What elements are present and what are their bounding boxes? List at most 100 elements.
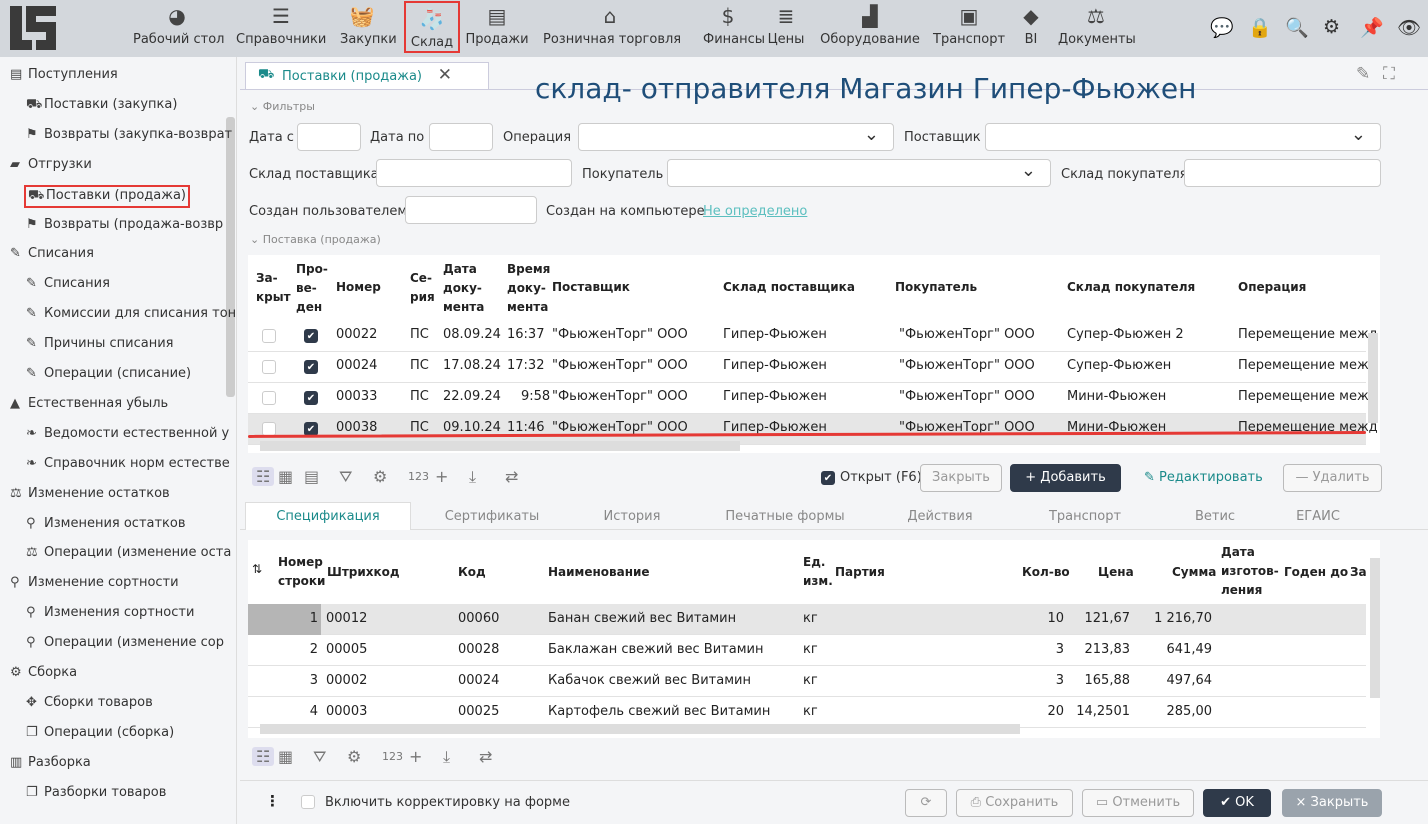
subtab[interactable]: Сертификаты	[444, 509, 540, 524]
column-header[interactable]: Код	[458, 565, 486, 579]
table-row[interactable]: ✔ 00024 ПС 17.08.24 17:32 "ФьюженТорг" ООО Гип…	[248, 352, 1378, 383]
sidebar-item[interactable]: ❧ Справочник норм естестве	[26, 456, 230, 471]
column-header[interactable]: Ед. изм.	[803, 555, 833, 588]
sidebar-item[interactable]: ▥ Разборка	[10, 755, 91, 770]
more-menu-icon[interactable]: ⋮	[265, 792, 280, 810]
closed-checkbox[interactable]	[262, 329, 276, 343]
sidebar-item[interactable]: ⚙ Сборка	[10, 665, 77, 680]
nav-11[interactable]: ⚖ Документы	[1058, 0, 1136, 57]
column-header[interactable]: Поставщик	[552, 280, 630, 294]
column-header[interactable]: Цена	[1098, 565, 1134, 579]
list-icon[interactable]: ☷	[252, 747, 275, 766]
column-header[interactable]: Номер	[336, 280, 381, 294]
plus-icon[interactable]: +	[435, 467, 449, 486]
table-icon[interactable]: ▦	[278, 747, 294, 766]
column-header[interactable]: Сумма	[1172, 565, 1217, 579]
sync-icon[interactable]: ⇄	[479, 747, 493, 766]
created-by-input[interactable]	[405, 196, 537, 224]
sidebar-item[interactable]: ✎ Причины списания	[26, 336, 173, 351]
subtab[interactable]: Печатные формы	[725, 509, 845, 524]
sidebar-item[interactable]: ❐ Разборки товаров	[26, 785, 166, 800]
subtab[interactable]: Спецификация	[245, 502, 411, 530]
posted-checkbox[interactable]: ✔	[304, 360, 318, 374]
save-button[interactable]: ⎙ Сохранить	[956, 789, 1073, 817]
sidebar-item[interactable]: ⚖ Операции (изменение оста	[26, 545, 231, 560]
sidebar-item[interactable]: ✎ Списания	[26, 276, 110, 291]
sidebar-item[interactable]: ⚖ Изменение остатков	[10, 486, 170, 501]
column-header[interactable]: Дата изготов- ления	[1221, 545, 1279, 597]
ok-button[interactable]: ✔ OK	[1203, 789, 1271, 817]
column-header[interactable]: Склад поставщика	[723, 280, 855, 294]
column-header[interactable]: Про- ве- ден	[296, 262, 328, 314]
sidebar-item[interactable]: ⚑ Возвраты (закупка-возврат	[26, 127, 232, 142]
created-on-link[interactable]: Не определено	[703, 204, 808, 219]
buyer-warehouse-input[interactable]	[1184, 159, 1381, 187]
column-header[interactable]: Операция	[1238, 280, 1307, 294]
sidebar-item[interactable]: ⛟ Поставки (продажа)	[24, 184, 190, 208]
download-icon[interactable]: ⤓	[443, 747, 451, 766]
sidebar-scrollbar[interactable]	[226, 117, 235, 397]
sidebar-item[interactable]: ✥ Сборки товаров	[26, 695, 153, 710]
plus-icon[interactable]: +	[409, 747, 423, 766]
nav-8[interactable]: ▟ Оборудование	[820, 0, 920, 57]
closed-checkbox[interactable]	[262, 391, 276, 405]
vertical-scrollbar[interactable]	[1370, 558, 1380, 698]
column-header[interactable]: Наименование	[548, 565, 650, 579]
date-to-input[interactable]	[429, 123, 493, 151]
filter-icon[interactable]: ⛛	[339, 467, 353, 486]
column-header[interactable]: Время доку- мента	[507, 262, 551, 314]
list-icon[interactable]: ☷	[252, 467, 275, 486]
close-button[interactable]: × Закрыть	[1282, 789, 1382, 817]
posted-checkbox[interactable]: ✔	[304, 329, 318, 343]
close-doc-button[interactable]: Закрыть	[920, 464, 1002, 492]
expand-icon[interactable]: ⛶	[1383, 64, 1395, 84]
table-row[interactable]: ✔ 00022 ПС 08.09.24 16:37 "ФьюженТорг" ООО Гип…	[248, 321, 1378, 352]
gear-icon[interactable]: ⚙	[1323, 16, 1341, 38]
sync-icon[interactable]: ⇄	[505, 467, 519, 486]
nav-1[interactable]: ☰ Справочники	[236, 0, 326, 57]
column-header[interactable]: Годен до	[1284, 565, 1349, 579]
sidebar-item[interactable]: ▤ Поступления	[10, 67, 118, 82]
eye-icon[interactable]: 👁	[1397, 17, 1422, 39]
nav-7[interactable]: ≣ Цены	[767, 0, 805, 57]
column-header[interactable]: За- крыт	[256, 271, 291, 304]
sidebar-item[interactable]: ⚲ Изменения сортности	[26, 605, 194, 620]
correction-checkbox[interactable]	[301, 795, 315, 809]
sidebar-item[interactable]: ✎ Списания	[10, 246, 94, 261]
sidebar-item[interactable]: ⚲ Изменения остатков	[26, 516, 186, 531]
filters-toggle[interactable]: ⌄ Фильтры	[250, 100, 315, 113]
nav-0[interactable]: ◕ Рабочий стол	[133, 0, 224, 57]
nav-10[interactable]: ◆ BI	[1018, 0, 1044, 57]
table-row[interactable]: ✔ 00038 ПС 09.10.24 11:46 "ФьюженТорг" ООО Гип…	[248, 414, 1378, 445]
sidebar-item[interactable]: ▲ Естественная убыль	[10, 396, 168, 411]
table-row[interactable]: 2 00005 00028 Баклажан свежий вес Витамин кг…	[248, 635, 1366, 666]
sidebar-item[interactable]: ▰ Отгрузки	[10, 157, 92, 172]
nav-3[interactable]: 🧦 Склад	[404, 1, 460, 53]
table-row[interactable]: ✔ 00033 ПС 22.09.24 9:58 "ФьюженТорг" ООО Гипе…	[248, 383, 1378, 414]
sidebar-item[interactable]: ⚑ Возвраты (продажа-возвр	[26, 217, 223, 232]
column-header[interactable]: Се- рия	[410, 271, 435, 304]
settings-icon[interactable]: ⚙	[373, 467, 388, 486]
subtab[interactable]: ЕГАИС	[1296, 509, 1340, 524]
download-icon[interactable]: ⤓	[469, 467, 477, 486]
filter-icon[interactable]: ⛛	[313, 747, 327, 766]
subtab[interactable]: Действия	[907, 509, 973, 524]
nav-2[interactable]: 🧺 Закупки	[340, 0, 397, 57]
sidebar-item[interactable]: ⛟ Поставки (закупка)	[26, 97, 177, 114]
column-header[interactable]: Штрихкод	[327, 565, 400, 579]
search-icon[interactable]: 🔍	[1285, 17, 1309, 39]
column-header[interactable]: Кол-во	[1022, 565, 1070, 579]
horizontal-scrollbar[interactable]	[260, 724, 1020, 734]
docs-section-toggle[interactable]: ⌄ Поставка (продажа)	[250, 233, 381, 246]
sidebar-item[interactable]: ❐ Операции (сборка)	[26, 725, 174, 740]
date-from-input[interactable]	[297, 123, 361, 151]
lock-icon[interactable]: 🔒	[1248, 17, 1272, 39]
column-header[interactable]: Номер строки	[278, 555, 326, 588]
pin-icon[interactable]: 📌	[1360, 17, 1384, 39]
nav-6[interactable]: $ Финансы	[703, 0, 765, 57]
sidebar-item[interactable]: ❧ Ведомости естественной у	[26, 426, 229, 441]
delete-button[interactable]: — Удалить	[1283, 464, 1382, 492]
nav-9[interactable]: ▣ Транспорт	[933, 0, 1005, 57]
sidebar-item[interactable]: ⚲ Изменение сортности	[10, 575, 179, 590]
chat-icon[interactable]: 💬	[1210, 17, 1234, 39]
